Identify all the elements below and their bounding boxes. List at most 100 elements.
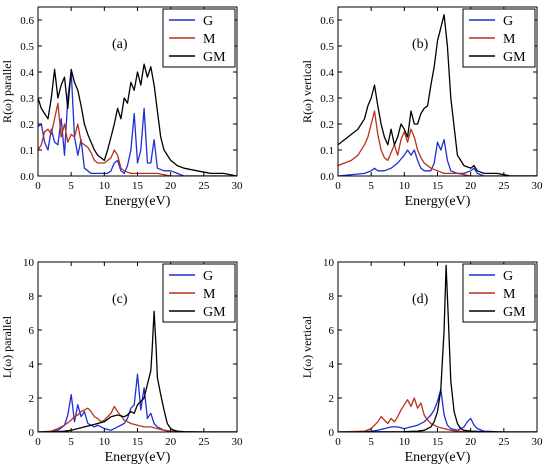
x-tick-label: 25 — [198, 436, 210, 448]
series-line-m — [38, 405, 237, 432]
panel-label: (b) — [412, 37, 429, 52]
series-line-gm — [38, 63, 237, 176]
series-line-gm — [338, 14, 537, 176]
x-axis-label: Energy(eV) — [405, 194, 471, 209]
y-axis-label: L(ω) parallel — [0, 315, 14, 378]
y-tick-label: 6 — [29, 325, 35, 337]
x-axis-label: Energy(eV) — [105, 450, 171, 465]
series-line-gm — [338, 264, 537, 432]
series-group — [38, 63, 237, 176]
x-tick-label: 10 — [99, 436, 111, 448]
panel-label: (d) — [412, 292, 429, 307]
y-axis-label: R(ω) parallel — [0, 59, 14, 123]
y-tick-label: 0 — [329, 427, 335, 439]
y-tick-label: 0.0 — [320, 171, 334, 183]
y-tick-label: 0.4 — [320, 67, 334, 79]
series-line-m — [38, 102, 237, 176]
y-axis-label: L(ω) vertical — [300, 315, 314, 378]
y-tick-label: 0.3 — [20, 93, 34, 105]
series-line-m — [338, 397, 537, 432]
x-tick-label: 15 — [132, 436, 144, 448]
y-tick-label: 0.1 — [20, 145, 34, 157]
x-tick-label: 20 — [165, 180, 177, 192]
legend-label-gm: GM — [203, 50, 226, 65]
legend: GM GM — [162, 263, 236, 323]
x-tick-label: 0 — [335, 436, 341, 448]
series-line-g — [338, 138, 537, 176]
x-tick-label: 30 — [232, 436, 244, 448]
x-tick-label: 10 — [399, 180, 411, 192]
legend-label-m: M — [203, 32, 216, 47]
y-tick-label: 8 — [29, 291, 35, 303]
x-tick-label: 20 — [165, 436, 177, 448]
y-tick-label: 0.5 — [320, 41, 334, 53]
legend-label-g: G — [503, 14, 513, 29]
legend-label-gm: GM — [503, 305, 526, 320]
y-tick-label: 0 — [29, 427, 35, 439]
x-tick-label: 5 — [368, 180, 374, 192]
x-tick-label: 10 — [399, 436, 411, 448]
legend-label-g: G — [203, 269, 213, 284]
legend-label-m: M — [503, 32, 516, 47]
y-axis-label: R(ω) vertical — [300, 59, 314, 123]
series-line-g — [338, 388, 537, 432]
panel-4: 0 5 10 15 20 25 30 0 2 4 6 8 10 Energy(eV) L(ω) vertic… — [300, 257, 543, 465]
panel-label: (c) — [112, 292, 128, 307]
y-tick-label: 0.6 — [320, 15, 334, 27]
series-group — [38, 310, 237, 432]
y-tick-label: 0.4 — [20, 67, 34, 79]
panel-3: 0 5 10 15 20 25 30 0 2 4 6 8 10 Energy(eV) L(ω) parall… — [0, 257, 243, 465]
y-tick-label: 0.2 — [320, 119, 334, 131]
y-tick-label: 4 — [29, 359, 35, 371]
y-tick-label: 2 — [29, 393, 35, 405]
y-tick-label: 0.1 — [320, 145, 334, 157]
x-tick-label: 25 — [198, 180, 210, 192]
y-tick-label: 10 — [323, 257, 335, 269]
x-tick-label: 20 — [465, 436, 477, 448]
x-tick-label: 5 — [68, 180, 74, 192]
x-tick-label: 0 — [335, 180, 341, 192]
x-tick-label: 15 — [432, 436, 444, 448]
legend-label-m: M — [503, 287, 516, 302]
x-tick-label: 0 — [35, 436, 41, 448]
x-tick-label: 5 — [68, 436, 74, 448]
x-axis-label: Energy(eV) — [405, 450, 471, 465]
y-tick-label: 0.2 — [20, 119, 34, 131]
y-tick-label: 2 — [329, 393, 335, 405]
series-line-g — [38, 71, 237, 176]
legend: GM GM — [462, 263, 536, 323]
x-tick-label: 15 — [132, 180, 144, 192]
y-tick-label: 8 — [329, 291, 335, 303]
series-line-gm — [38, 310, 237, 432]
x-tick-label: 25 — [498, 180, 510, 192]
x-tick-label: 15 — [432, 180, 444, 192]
x-tick-label: 30 — [532, 436, 544, 448]
x-tick-label: 20 — [465, 180, 477, 192]
y-tick-label: 0.6 — [20, 15, 34, 27]
legend-label-g: G — [203, 14, 213, 29]
series-line-m — [338, 110, 537, 176]
y-tick-label: 4 — [329, 359, 335, 371]
y-tick-label: 6 — [329, 325, 335, 337]
legend: GM GM — [462, 8, 536, 68]
x-tick-label: 25 — [498, 436, 510, 448]
x-tick-label: 5 — [368, 436, 374, 448]
x-tick-label: 10 — [99, 180, 111, 192]
legend-label-m: M — [203, 287, 216, 302]
y-tick-label: 0.5 — [20, 41, 34, 53]
series-group — [338, 264, 537, 432]
x-axis-label: Energy(eV) — [105, 194, 171, 209]
x-tick-label: 0 — [35, 180, 41, 192]
panel-label: (a) — [112, 37, 128, 52]
panel-1: 0 5 10 15 20 25 30 0.0 0.1 0.2 0.3 0.4 0.5 0.6 Energy(… — [0, 6, 243, 209]
y-tick-label: 10 — [23, 257, 35, 269]
y-tick-label: 0.0 — [20, 171, 34, 183]
y-tick-label: 0.3 — [320, 93, 334, 105]
panel-2: 0 5 10 15 20 25 30 0.0 0.1 0.2 0.3 0.4 0.5 0.6 Energy(… — [300, 6, 543, 209]
legend: GM GM — [162, 8, 236, 68]
legend-label-gm: GM — [203, 305, 226, 320]
legend-label-g: G — [503, 269, 513, 284]
series-line-g — [38, 373, 237, 432]
